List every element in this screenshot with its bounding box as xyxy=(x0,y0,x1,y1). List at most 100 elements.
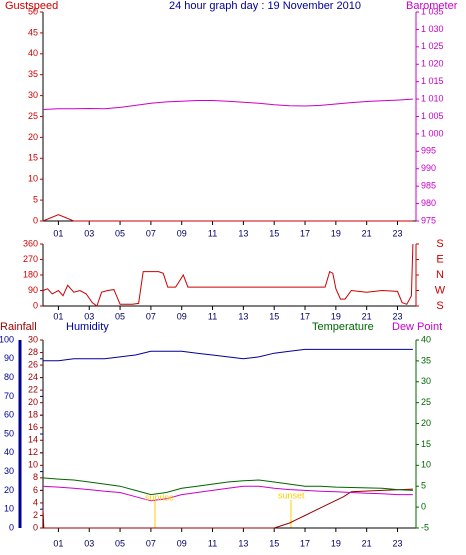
y3-tick-label: 14 xyxy=(28,435,38,445)
x-tick-label: 13 xyxy=(238,538,248,548)
y-tick-label: 20 xyxy=(28,132,38,142)
y-tick-label: 30 xyxy=(4,466,14,476)
y3-tick-label: 6 xyxy=(33,485,38,495)
x-tick-label: 05 xyxy=(115,228,125,238)
y-tick-label: 60 xyxy=(4,410,14,420)
x-tick-label: 05 xyxy=(115,538,125,548)
y-tick-label: 50 xyxy=(28,6,38,16)
y3-tick-label: 8 xyxy=(33,472,38,482)
x-tick-label: 09 xyxy=(177,311,187,321)
x-tick-label: 09 xyxy=(177,538,187,548)
y-tick-label: 15 xyxy=(28,153,38,163)
x-tick-label: 01 xyxy=(53,311,63,321)
y3-tick-label: 2 xyxy=(33,510,38,520)
y2-tick-label: 40 xyxy=(421,334,431,344)
y-tick-label: 0 xyxy=(33,215,38,225)
x-tick-label: 23 xyxy=(392,311,402,321)
x-tick-label: 11 xyxy=(208,311,217,321)
y-tick-label: 20 xyxy=(4,485,14,495)
y2-tick-label: N xyxy=(436,269,444,281)
y-tick-label: 0 xyxy=(9,522,14,532)
y2-tick-label: 1 035 xyxy=(421,6,444,16)
x-tick-label: 15 xyxy=(269,538,279,548)
x-tick-label: 17 xyxy=(300,228,310,238)
series-name: Humidity xyxy=(66,321,109,333)
y-tick-label: 90 xyxy=(4,353,14,363)
y-tick-label: 70 xyxy=(4,391,14,401)
y-tick-label: 270 xyxy=(23,254,38,264)
y2-tick-label: 990 xyxy=(421,163,436,173)
x-tick-label: 11 xyxy=(208,538,217,548)
y2-tick-label: 1 005 xyxy=(421,111,444,121)
x-tick-label: 07 xyxy=(146,538,156,548)
y-tick-label: 10 xyxy=(4,504,14,514)
y3-tick-label: 28 xyxy=(28,347,38,357)
y3-tick-label: 22 xyxy=(28,385,38,395)
x-tick-label: 03 xyxy=(84,228,94,238)
y3-tick-label: 0 xyxy=(33,522,38,532)
x-tick-label: 21 xyxy=(362,538,372,548)
series-line xyxy=(42,214,413,222)
x-tick-label: 01 xyxy=(53,538,63,548)
series-line xyxy=(42,98,413,110)
y3-tick-label: 12 xyxy=(28,447,38,457)
x-tick-label: 15 xyxy=(269,311,279,321)
series-name: Barometer xyxy=(406,0,458,12)
y-tick-label: 80 xyxy=(4,372,14,382)
y-tick-label: 10 xyxy=(28,174,38,184)
series-name: Gustspeed xyxy=(5,0,58,12)
series-name: Dew Point xyxy=(392,321,442,333)
y3-tick-label: 4 xyxy=(33,497,38,507)
y2-tick-label: 985 xyxy=(421,181,436,191)
y2-tick-label: 35 xyxy=(421,355,431,365)
y3-tick-label: 30 xyxy=(28,334,38,344)
series-line xyxy=(42,485,413,502)
y-tick-label: 360 xyxy=(23,238,38,248)
y2-tick-label: 1 030 xyxy=(421,24,444,34)
y2-tick-label: 30 xyxy=(421,376,431,386)
y2-tick-label: 1 000 xyxy=(421,128,444,138)
y3-tick-label: 26 xyxy=(28,359,38,369)
y2-tick-label: 980 xyxy=(421,198,436,208)
y-tick-label: 50 xyxy=(4,428,14,438)
x-tick-label: 19 xyxy=(331,538,341,548)
x-tick-label: 13 xyxy=(238,311,248,321)
y2-tick-label: 975 xyxy=(421,215,436,225)
series-name: Temperature xyxy=(312,321,374,333)
x-tick-label: 23 xyxy=(392,228,402,238)
x-tick-label: 11 xyxy=(208,228,217,238)
x-tick-label: 15 xyxy=(269,228,279,238)
y-tick-label: 40 xyxy=(28,48,38,58)
x-tick-label: 21 xyxy=(362,311,372,321)
y-tick-label: 180 xyxy=(23,269,38,279)
series-line xyxy=(43,348,413,362)
y-tick-label: 0 xyxy=(33,300,38,310)
y2-tick-label: S xyxy=(436,300,443,312)
y2-tick-label: 1 015 xyxy=(421,76,444,86)
y2-tick-label: -5 xyxy=(421,522,429,532)
x-tick-label: 21 xyxy=(362,228,372,238)
y-tick-label: 45 xyxy=(28,27,38,37)
x-tick-label: 13 xyxy=(238,228,248,238)
y2-tick-label: 0 xyxy=(421,501,426,511)
y3-tick-label: 10 xyxy=(28,460,38,470)
y2-tick-label: 1 020 xyxy=(421,59,444,69)
x-tick-label: 17 xyxy=(300,311,310,321)
series-name: Rainfall xyxy=(0,321,37,333)
y-tick-label: 100 xyxy=(0,334,14,344)
y3-tick-label: 20 xyxy=(28,397,38,407)
y2-tick-label: 10 xyxy=(421,460,431,470)
annotation: sunrise xyxy=(145,492,174,502)
x-tick-label: 19 xyxy=(331,311,341,321)
y3-tick-label: 18 xyxy=(28,410,38,420)
x-tick-label: 23 xyxy=(392,538,402,548)
series-line xyxy=(42,488,413,529)
y3-tick-label: 16 xyxy=(28,422,38,432)
y2-tick-label: 5 xyxy=(421,481,426,491)
x-tick-label: 07 xyxy=(146,311,156,321)
x-tick-label: 17 xyxy=(300,538,310,548)
y2-tick-label: 995 xyxy=(421,146,436,156)
y-tick-label: 40 xyxy=(4,447,14,457)
